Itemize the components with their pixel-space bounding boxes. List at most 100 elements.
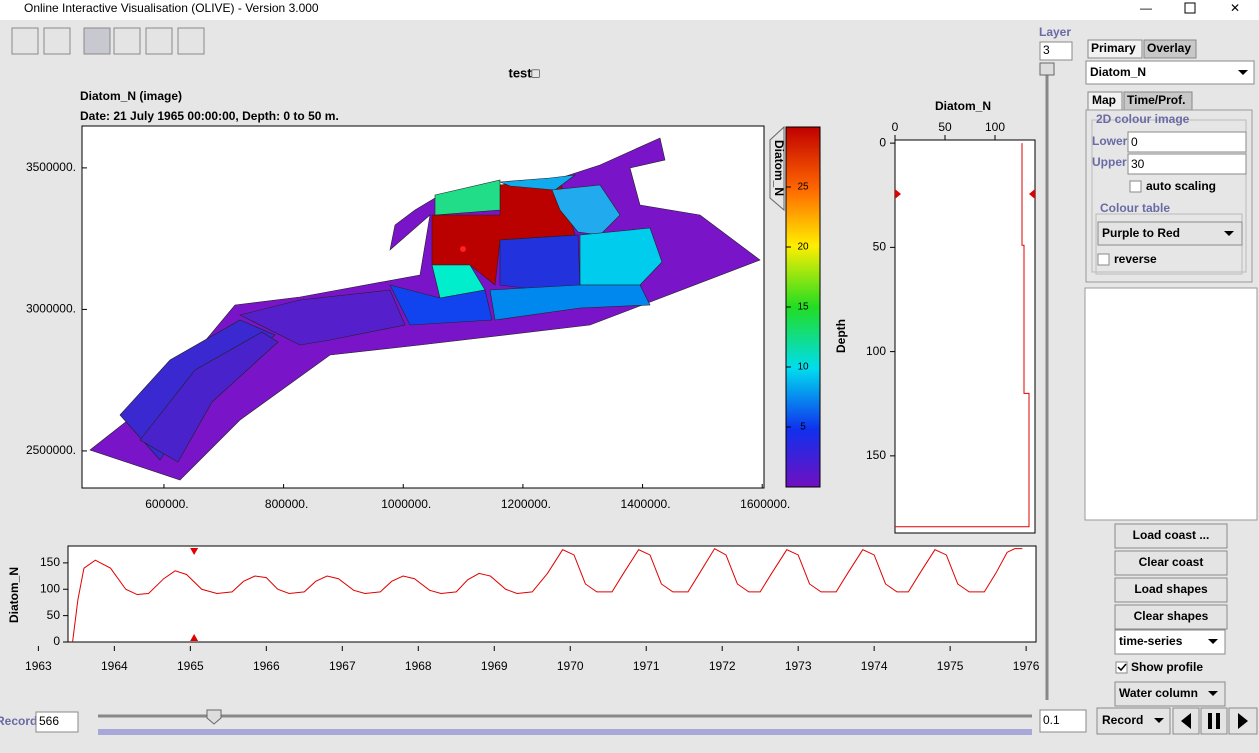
x-tick-label: 50: [938, 120, 952, 134]
y-tick-label: 150: [40, 555, 60, 569]
map-region: [499, 174, 577, 191]
upper-input[interactable]: [1127, 153, 1247, 175]
window-title: Online Interactive Visualisation (OLIVE)…: [24, 1, 319, 15]
dropdown-arrow: [1224, 231, 1234, 236]
x-tick-label: 1400000.: [621, 497, 671, 511]
lower-input[interactable]: [1127, 131, 1247, 153]
button[interactable]: [1114, 604, 1228, 630]
zoom-in-button[interactable]: [145, 27, 173, 55]
group-title: 2D colour image: [1096, 112, 1190, 126]
selected-point: [460, 246, 466, 252]
plot-mode-value: time-series: [1119, 634, 1183, 648]
x-tick-label: 600000.: [145, 497, 188, 511]
plot-title: test□: [509, 65, 540, 80]
timeseries-frame: [67, 545, 1037, 643]
x-tick-label: 1600000.: [740, 497, 790, 511]
button[interactable]: [1114, 577, 1228, 603]
tab-label: Map: [1092, 93, 1116, 107]
record-input[interactable]: [35, 711, 79, 733]
button-label: Load shapes: [1134, 582, 1208, 596]
tab-label: Time/Prof.: [1127, 93, 1185, 107]
button-label: Clear shapes: [1134, 609, 1209, 623]
colorbar-tick-label: 5: [800, 422, 806, 433]
show-profile-label: Show profile: [1131, 660, 1203, 674]
show-profile-checkbox[interactable]: [1115, 661, 1128, 674]
group-box: [1091, 119, 1247, 273]
colorbar-tab: [769, 125, 785, 212]
button[interactable]: [1114, 523, 1228, 549]
y-tick-label: 100: [866, 344, 886, 358]
upper-label: Upper: [1092, 155, 1127, 169]
select-button[interactable]: [83, 27, 111, 55]
timeseries-y-label: Diatom_N: [7, 567, 21, 623]
button-label: Clear coast: [1139, 555, 1204, 569]
auto-scaling-checkbox[interactable]: [1129, 180, 1142, 193]
y-tick-label: 0: [879, 135, 886, 149]
zoom-out-button[interactable]: [177, 27, 205, 55]
profile-mode-dropdown[interactable]: [1114, 681, 1226, 707]
info-panel: [1084, 287, 1258, 521]
colour-table-dropdown[interactable]: [1097, 221, 1243, 246]
lower-value: 0: [1131, 135, 1138, 149]
zoom-button[interactable]: [113, 27, 141, 55]
preview-button[interactable]: [43, 27, 71, 55]
auto-scaling-label: auto scaling: [1146, 179, 1216, 193]
record-progress: [98, 729, 1032, 735]
colorbar-tick-label: 10: [797, 362, 809, 373]
close[interactable]: ✕: [1230, 1, 1240, 15]
record-value: 566: [39, 714, 59, 728]
step-input[interactable]: [1039, 709, 1087, 733]
x-tick-label: 1972: [709, 659, 736, 673]
profile-y-label: Depth: [834, 319, 848, 353]
variable-dropdown[interactable]: [1085, 60, 1255, 85]
tab[interactable]: [1143, 39, 1197, 59]
previous-icon: [1181, 713, 1191, 729]
plot-mode-dropdown[interactable]: [1114, 629, 1226, 655]
step-value: 0.1: [1043, 713, 1060, 727]
x-tick-label: 1971: [633, 659, 660, 673]
reverse-label: reverse: [1114, 252, 1157, 266]
upper-value: 30: [1131, 157, 1145, 171]
maximize[interactable]: [1184, 2, 1196, 14]
x-tick-label: 1968: [405, 659, 432, 673]
button-label: Load coast ...: [1133, 528, 1210, 542]
map-region: [579, 227, 663, 286]
dropdown-arrow: [1208, 639, 1218, 644]
tab[interactable]: [1087, 39, 1143, 59]
timeseries-line: [72, 547, 1023, 643]
pause-icon: [1208, 713, 1220, 729]
record-label: Record: [0, 714, 37, 728]
y-tick-label: 2500000.: [26, 443, 76, 457]
x-tick-label: 1973: [785, 659, 812, 673]
check-mark: [1117, 663, 1127, 672]
x-tick-label: 1975: [937, 659, 964, 673]
variable-value: Diatom_N: [1090, 65, 1146, 79]
colorbar-label: Diatom_N: [772, 140, 786, 196]
minimize[interactable]: —: [1140, 1, 1152, 15]
map-region: [499, 234, 581, 291]
y-tick-label: 3500000.: [26, 160, 76, 174]
title-bar: [0, 0, 1259, 20]
x-tick-label: 1963: [25, 659, 52, 673]
print-button[interactable]: [11, 27, 39, 55]
pause-button[interactable]: [1200, 707, 1228, 735]
map-region: [434, 179, 501, 216]
lower-label: Lower: [1092, 134, 1128, 148]
map-image: [89, 137, 761, 481]
x-tick-label: 1976: [1013, 659, 1040, 673]
record-thumb[interactable]: [206, 709, 222, 725]
map-region: [489, 284, 651, 321]
colorbar-tick-label: 15: [797, 302, 809, 313]
dropdown-arrow: [1238, 70, 1248, 75]
x-tick-label: 1974: [861, 659, 888, 673]
colour-table-value: Purple to Red: [1102, 226, 1180, 240]
x-tick-label: 1966: [253, 659, 280, 673]
button[interactable]: [1114, 550, 1228, 576]
layer-spinner[interactable]: [1039, 41, 1073, 61]
layer-thumb[interactable]: [1039, 62, 1055, 76]
tab-label: Primary: [1091, 41, 1136, 55]
dropdown-arrow: [1208, 691, 1218, 696]
reverse-checkbox[interactable]: [1097, 253, 1110, 266]
map-date: Date: 21 July 1965 00:00:00, Depth: 0 to…: [80, 109, 339, 123]
